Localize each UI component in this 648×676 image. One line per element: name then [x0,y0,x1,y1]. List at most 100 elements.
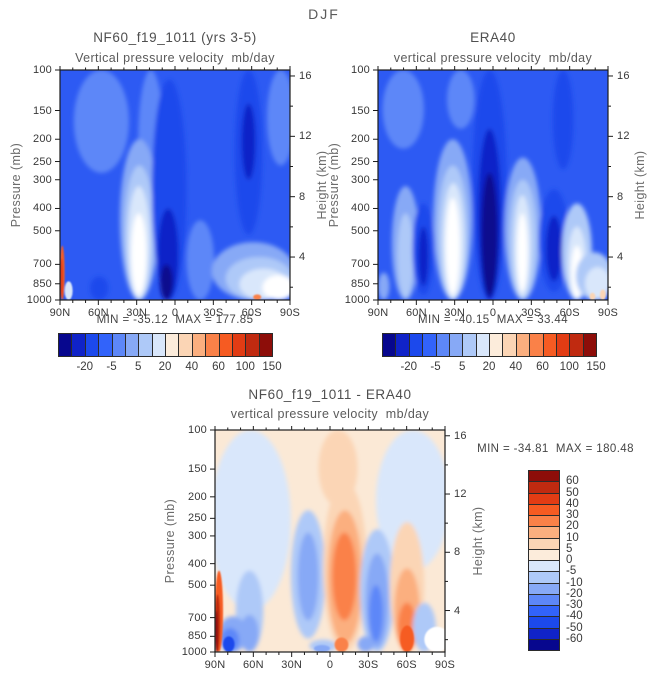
colorbar-cell [111,333,126,357]
colorbar-tick-label: -50 [566,621,583,634]
pressure-tick-label: 850 [351,277,370,290]
colorbar-cell [245,333,260,357]
pressure-tick-label: 250 [33,155,52,168]
pressure-tick-label: 200 [33,133,52,146]
x-tick-label: 60S [241,307,262,319]
panel-a-title: NF60_f19_1011 (yrs 3-5) [93,30,257,45]
pressure-tick-label: 850 [33,277,52,290]
colorbar-cell [582,333,597,357]
colorbar-cell [555,333,571,357]
colorbar-tick-label: -20 [400,361,418,373]
pressure-tick-label: 150 [188,463,207,476]
x-tick-label: 90S [279,307,301,319]
colorbar-tick-label: 50 [566,486,579,499]
colorbar-cell [528,638,560,651]
colorbar-cell [569,333,584,357]
colorbar-tick-label: 60 [566,475,579,488]
height-tick-label: 16 [299,69,312,82]
colorbar-tick-label: 0 [566,554,573,566]
contour-plot-model [55,66,295,305]
colorbar-tick-label: 5 [135,361,142,373]
pressure-tick-label: 1000 [26,294,52,306]
height-tick-label: 4 [617,251,624,264]
colorbar-tick-label: 20 [158,361,172,373]
colorbar-tick-label: 150 [262,361,282,373]
colorbar-tick-label: 5 [459,361,466,373]
pressure-tick-label: 850 [188,630,207,643]
colorbar-tick-label: -40 [566,610,583,623]
pressure-tick-label: 250 [351,155,370,168]
colorbar-tick-label: 40 [185,361,199,373]
pressure-tick-label: 700 [351,258,370,271]
contour-plot-difference [210,426,450,657]
x-tick-label: 60S [559,307,580,319]
colorbar-tick-label: 60 [212,361,225,373]
colorbar-cell [542,333,557,357]
panel-b-title: ERA40 [470,30,516,45]
colorbar-tick-label: 40 [566,497,579,510]
pressure-tick-label: 700 [33,258,52,271]
x-tick-label: 90N [204,659,226,671]
colorbar-tick-label: 5 [566,542,573,555]
colorbar-tick-label: -5 [430,361,441,373]
colorbar-cell [58,333,73,357]
pressure-tick-label: 400 [188,557,207,570]
pressure-tick-label: 300 [188,529,207,542]
height-tick-label: 8 [617,190,624,203]
pressure-tick-label: 150 [351,104,370,117]
pressure-tick-label: 500 [188,579,207,592]
pressure-tick-label: 700 [188,611,207,624]
colorbar-tick-label: -10 [566,576,583,589]
pressure-tick-label: 400 [351,202,370,215]
colorbar-cell [218,333,233,357]
panel-a-minmax: MIN = -35.12 MAX = 177.85 [96,314,254,326]
colorbar-cell [489,333,504,357]
panel-c-title: NF60_f19_1011 - ERA40 [248,387,412,402]
colorbar-cell [124,333,140,357]
colorbar-tick-label: -60 [566,632,583,645]
colorbar-cell [475,333,490,357]
x-tick-label: 30S [203,307,224,319]
colorbar-tick-label: 20 [482,361,496,373]
height-tick-label: 12 [617,130,630,143]
panel-c-minmax: MIN = -34.81 MAX = 180.48 [477,443,634,455]
x-tick-label: 60N [405,307,427,319]
pressure-tick-label: 1000 [344,294,370,306]
colorbar-cell [435,333,450,357]
colorbar-tick-label: -20 [76,361,94,373]
colorbar-cell [178,333,193,357]
colorbar-cell [71,333,86,357]
colorbar-tick-label: -5 [566,565,577,578]
pressure-tick-label: 500 [351,224,370,237]
x-tick-label: 60N [242,659,264,671]
pressure-tick-label: 150 [33,104,52,117]
x-tick-label: 30N [281,659,303,671]
colorbar-tick-label: 40 [509,361,523,373]
pressure-axis-label-b: Pressure (mb) [327,142,341,228]
colorbar-tick-label: -30 [566,599,583,611]
height-axis-label-c: Height (km) [471,506,485,576]
pressure-tick-label: 300 [33,173,52,186]
colorbar-cell [151,333,166,357]
colorbar-cell [191,333,207,357]
pressure-tick-label: 400 [33,202,52,215]
panel-c-subtitle: vertical pressure velocity mb/day [230,407,430,421]
height-tick-label: 16 [617,69,630,82]
colorbar-tick-label: 150 [586,361,606,373]
x-tick-label: 0 [489,307,497,319]
pressure-tick-label: 300 [351,173,370,186]
colorbar-cell [515,333,531,357]
x-tick-label: 30N [126,307,148,319]
colorbar-cell [231,333,247,357]
pressure-tick-label: 1000 [181,646,207,658]
colorbar-cell [462,333,477,357]
panel-b-subtitle: vertical pressure velocity mb/day [393,51,593,65]
x-tick-label: 30S [521,307,542,319]
colorbar-cell [138,333,153,357]
height-tick-label: 8 [299,190,306,203]
pressure-axis-label-a: Pressure (mb) [9,142,23,228]
pressure-tick-label: 200 [351,133,370,146]
x-tick-label: 0 [171,307,179,319]
colorbar-cell [502,333,517,357]
x-tick-label: 60N [87,307,109,319]
